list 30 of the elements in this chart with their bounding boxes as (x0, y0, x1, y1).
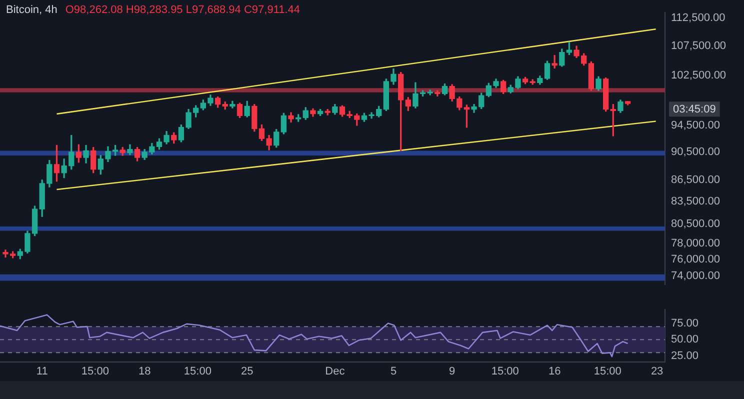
y-tick-label: 83,500.00 (671, 196, 720, 208)
y-tick-label: 112,500.00 (671, 12, 726, 24)
x-tick-label: 25 (240, 365, 254, 378)
y-tick-label: 90,500.00 (671, 146, 720, 158)
chart-subtitle: O98,262.08 H98,283.95 L97,688.94 C97,911.44 (65, 4, 300, 16)
x-tick-label: 9 (449, 365, 456, 378)
y-tick-label: 50.00 (671, 334, 699, 346)
x-tick-label: Dec (325, 365, 346, 378)
x-tick-label: 11 (36, 365, 48, 378)
x-tick-label: 15:00 (81, 365, 109, 378)
y-tick-label: 94,500.00 (671, 119, 720, 132)
y-tick-label: 80,500.00 (671, 218, 720, 230)
y-tick-label: 78,000.00 (671, 238, 720, 250)
y-tick-label: 102,500.00 (671, 69, 726, 82)
x-tick-label: 15:00 (491, 365, 519, 378)
y-tick-label: 25.00 (671, 350, 699, 362)
x-tick-label: 15:00 (594, 365, 622, 378)
candlestick (552, 54, 558, 69)
y-tick-label: 75.00 (671, 317, 699, 330)
y-tick-label: 76,000.00 (671, 254, 720, 266)
y-tick-label: 74,000.00 (671, 270, 720, 282)
x-tick-label: 23 (650, 365, 664, 378)
text: 03:45:09 (673, 104, 716, 116)
y-tick-label: 107,500.00 (671, 40, 726, 52)
chart-title: Bitcoin, 4h (6, 4, 58, 16)
y-tick-label: 86,500.00 (671, 174, 720, 186)
x-tick-label: 16 (548, 365, 561, 378)
x-tick-label: 15:00 (184, 365, 212, 378)
x-tick-label: 18 (138, 365, 151, 378)
x-tick-label: 5 (390, 365, 397, 378)
